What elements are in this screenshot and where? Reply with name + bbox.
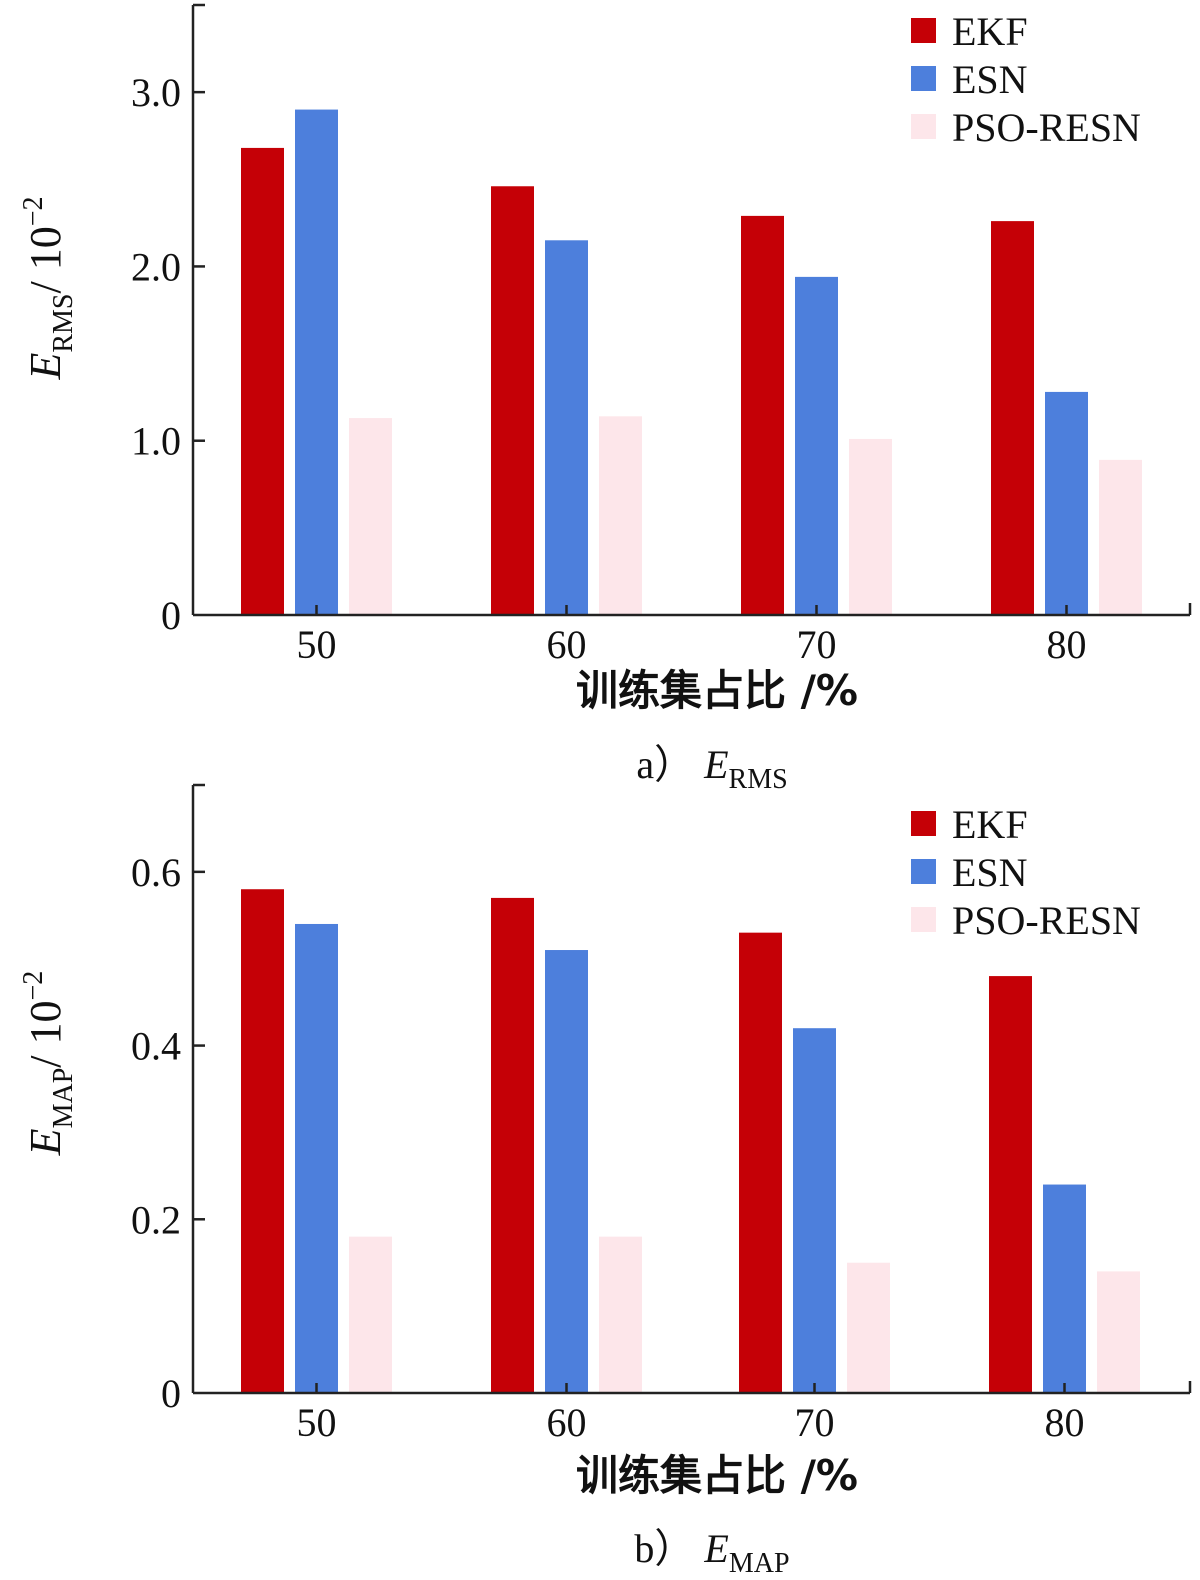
bar-esn-60 <box>545 950 588 1393</box>
bar-esn-60 <box>545 240 588 616</box>
bar-ekf-50 <box>241 147 284 615</box>
x-tick-label-70: 70 <box>795 1400 835 1445</box>
bar-ekf-60 <box>491 186 534 615</box>
legend-swatch-ekf <box>911 811 936 836</box>
x-tick-label-60: 60 <box>547 622 587 667</box>
y-tick-label: 0.6 <box>131 850 181 895</box>
y-tick-label: 0 <box>161 593 181 638</box>
x-tick-label-60: 60 <box>547 1400 587 1445</box>
legend-label-ekf: EKF <box>952 802 1028 847</box>
bar-esn-70 <box>795 276 838 615</box>
legend-label-esn: ESN <box>952 57 1028 102</box>
x-tick-label-50: 50 <box>297 622 337 667</box>
legend-swatch-esn <box>911 66 936 91</box>
bar-pso-resn-50 <box>349 418 392 615</box>
y-tick-label: 1.0 <box>131 419 181 464</box>
bar-esn-80 <box>1045 391 1088 615</box>
bar-esn-70 <box>793 1028 836 1393</box>
bar-esn-80 <box>1043 1184 1086 1393</box>
bar-ekf-70 <box>739 932 782 1393</box>
legend-swatch-ekf <box>911 18 936 43</box>
bar-ekf-70 <box>741 215 784 615</box>
bar-ekf-50 <box>241 889 284 1393</box>
bar-pso-resn-60 <box>599 416 642 615</box>
legend-swatch-pso-resn <box>911 114 936 139</box>
y-axis-title: EMAP/ 10−2 <box>18 971 79 1157</box>
x-axis-title: 训练集占比 /% <box>576 666 858 715</box>
y-tick-label: 0.4 <box>131 1024 181 1069</box>
panel-caption-b: b） EMAP <box>634 1526 789 1575</box>
legend-swatch-esn <box>911 859 936 884</box>
y-tick-label: 0 <box>161 1371 181 1416</box>
y-axis-title: ERMS/ 10−2 <box>18 196 79 380</box>
legend-label-ekf: EKF <box>952 9 1028 54</box>
bar-pso-resn-50 <box>349 1236 392 1393</box>
x-tick-label-80: 80 <box>1047 622 1087 667</box>
x-tick-label-50: 50 <box>297 1400 337 1445</box>
legend-label-pso-resn: PSO-RESN <box>952 898 1141 943</box>
bar-esn-50 <box>295 109 338 616</box>
bar-pso-resn-70 <box>849 438 892 615</box>
bar-ekf-80 <box>991 221 1034 615</box>
legend-label-esn: ESN <box>952 850 1028 895</box>
legend-swatch-pso-resn <box>911 907 936 932</box>
bar-ekf-80 <box>989 976 1032 1393</box>
legend-label-pso-resn: PSO-RESN <box>952 105 1141 150</box>
bar-ekf-60 <box>491 897 534 1393</box>
bar-pso-resn-80 <box>1097 1271 1140 1393</box>
x-tick-label-80: 80 <box>1045 1400 1085 1445</box>
bar-pso-resn-70 <box>847 1262 890 1393</box>
y-tick-label: 2.0 <box>131 244 181 289</box>
x-axis-title: 训练集占比 /% <box>576 1451 858 1500</box>
y-tick-label: 3.0 <box>131 70 181 115</box>
x-tick-label-70: 70 <box>797 622 837 667</box>
bar-pso-resn-80 <box>1099 459 1142 615</box>
y-tick-label: 0.2 <box>131 1197 181 1242</box>
bar-pso-resn-60 <box>599 1236 642 1393</box>
panel-caption-a: a） ERMS <box>636 742 787 795</box>
bar-esn-50 <box>295 923 338 1393</box>
